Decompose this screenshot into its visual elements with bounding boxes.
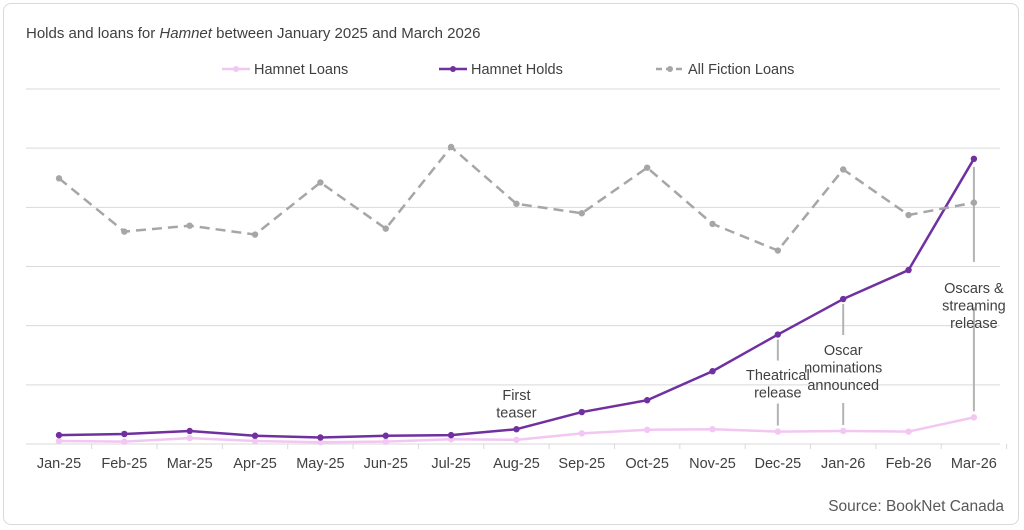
all-fiction-loans-line — [58, 145, 975, 252]
all-fiction-loans-point — [643, 164, 651, 171]
annotation-label: Oscars & streaming release — [942, 281, 1006, 332]
gridlines — [26, 88, 1008, 449]
x-tick-label: Jul-25 — [431, 456, 471, 472]
all-fiction-loans-point — [382, 225, 389, 232]
annotation-line: Theatrical — [746, 368, 810, 384]
hamnet-loans-point — [251, 437, 259, 445]
all-fiction-loans-point — [709, 220, 716, 228]
annotation-label: Theatrical release — [746, 368, 810, 402]
x-tick-label: Mar-25 — [167, 456, 213, 472]
hamnet-holds-point — [251, 432, 259, 439]
all-fiction-loans-point — [55, 175, 63, 182]
hamnet-holds-point — [709, 368, 716, 375]
all-fiction-loans-point — [905, 211, 912, 219]
annotation-line: teaser — [496, 406, 536, 422]
hamnet-holds-point — [840, 295, 847, 303]
x-axis-ticks: Jan-25 Feb-25 Mar-25 Apr-25 May-25 Jun-25 Jul-… — [37, 456, 997, 472]
x-tick-label: Jun-25 — [364, 456, 408, 472]
legend-label-hamnet-loans: Hamnet Loans — [254, 62, 348, 78]
annotation-label: First teaser — [496, 388, 536, 422]
legend-marker-all-fiction-loans — [667, 66, 673, 72]
legend-label-all-fiction-loans: All Fiction Loans — [688, 62, 794, 78]
legend-marker-hamnet-loans — [233, 66, 239, 72]
hamnet-loans-point — [840, 427, 847, 435]
hamnet-holds-point — [447, 431, 455, 439]
chart-title-suffix: between January 2025 and March 2026 — [211, 25, 481, 42]
annotation-line: Oscars & — [944, 281, 1004, 297]
hamnet-holds-point — [55, 431, 63, 439]
hamnet-loans-point — [774, 428, 782, 435]
legend: Hamnet Loans Hamnet Holds All Fiction Loan… — [222, 62, 794, 78]
hamnet-loans-point — [643, 426, 651, 433]
x-tick-label: Mar-26 — [951, 456, 997, 472]
annotation-line: streaming — [942, 299, 1006, 315]
all-fiction-loans-point — [578, 210, 585, 217]
all-fiction-loans-point — [121, 228, 128, 235]
series-lines — [55, 143, 978, 446]
all-fiction-loans-point — [513, 200, 520, 207]
all-fiction-loans-point — [251, 231, 259, 238]
chart-title-italic: Hamnet — [159, 25, 212, 42]
all-fiction-loans-point — [774, 247, 782, 254]
annotation-line: release — [950, 316, 998, 332]
chart-title: Holds and loans for Hamnet between Janua… — [26, 25, 480, 42]
x-tick-label: Sep-25 — [558, 456, 605, 472]
x-tick-label: May-25 — [296, 456, 344, 472]
legend-marker-hamnet-holds — [450, 66, 456, 72]
hamnet-loans-point — [121, 438, 128, 445]
annotations: First teaser Theatrical release Oscar nominat… — [496, 281, 1005, 422]
hamnet-loans-point — [709, 426, 716, 433]
hamnet-loans-point — [905, 428, 912, 435]
hamnet-loans-point — [186, 434, 193, 442]
annotation-label: Oscar nominations announced — [804, 343, 882, 394]
x-tick-label: Aug-25 — [493, 456, 540, 472]
chart-title-prefix: Holds and loans for — [26, 25, 160, 42]
hamnet-loans-point — [317, 439, 324, 446]
all-fiction-loans-point — [317, 179, 324, 186]
hamnet-loans-point — [55, 437, 63, 445]
all-fiction-loans-point — [186, 222, 193, 229]
hamnet-loans-point — [970, 414, 978, 421]
all-fiction-loans-point — [447, 143, 455, 151]
x-tick-label: Feb-25 — [101, 456, 147, 472]
x-tick-label: Oct-25 — [625, 456, 669, 472]
annotation-line: announced — [807, 378, 879, 394]
hamnet-loans-point — [578, 430, 585, 437]
x-tick-label: Apr-25 — [233, 456, 277, 472]
hamnet-holds-point — [578, 408, 585, 416]
hamnet-holds-point — [905, 266, 912, 274]
all-fiction-loans-point — [970, 199, 978, 206]
hamnet-holds-point — [513, 426, 520, 433]
annotation-line: release — [754, 386, 802, 402]
hamnet-holds-point — [317, 434, 324, 441]
x-tick-label: Jan-25 — [37, 456, 81, 472]
x-tick-label: Jan-26 — [821, 456, 865, 472]
x-tick-label: Nov-25 — [689, 456, 736, 472]
all-fiction-loans-point — [840, 166, 847, 173]
hamnet-holds-point — [382, 432, 389, 439]
x-tick-label: Dec-25 — [754, 456, 801, 472]
legend-label-hamnet-holds: Hamnet Holds — [471, 62, 563, 78]
hamnet-loans-point — [382, 438, 389, 445]
hamnet-holds-point — [121, 430, 128, 438]
annotation-leaders — [776, 166, 975, 426]
source-note: Source: BookNet Canada — [828, 498, 1004, 515]
annotation-line: nominations — [804, 361, 882, 377]
hamnet-holds-point — [643, 397, 651, 404]
x-tick-label: Feb-26 — [886, 456, 932, 472]
annotation-line: First — [502, 388, 530, 404]
hamnet-loans-point — [513, 436, 520, 444]
hamnet-holds-point — [970, 155, 978, 163]
hamnet-holds-point — [774, 331, 782, 338]
hamnet-holds-point — [186, 427, 193, 435]
annotation-line: Oscar — [824, 343, 863, 359]
